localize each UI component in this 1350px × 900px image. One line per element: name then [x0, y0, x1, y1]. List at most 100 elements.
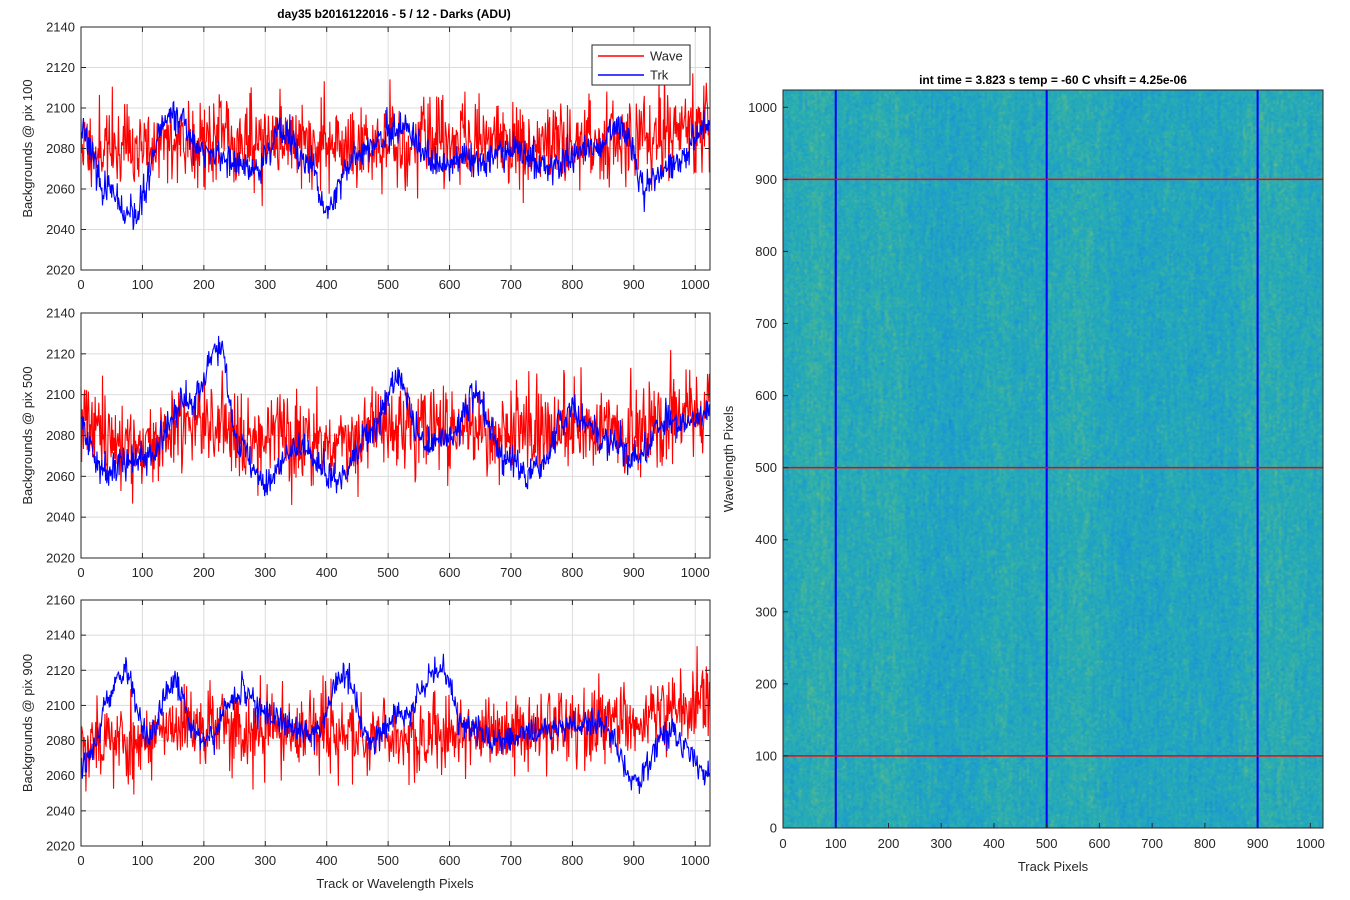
- heatmap-title: int time = 3.823 s temp = -60 C vhsift =…: [919, 73, 1187, 87]
- y-axis-label: Backgrounds @ pix 900: [20, 654, 35, 792]
- y-tick-label: 600: [755, 388, 777, 403]
- x-axis-label: Track or Wavelength Pixels: [316, 876, 474, 891]
- x-tick-label: 0: [77, 565, 84, 580]
- x-tick-label: 600: [439, 853, 461, 868]
- legend-label-trk: Trk: [650, 68, 669, 83]
- legend-box: [591, 44, 691, 86]
- x-tick-label: 400: [316, 853, 338, 868]
- y-tick-label: 2020: [46, 263, 75, 278]
- y-tick-label: 2100: [46, 698, 75, 713]
- line-panel-pix-500: 0 100 200 300 400 500 600 700 800 900 1000 2020 2040…: [20, 306, 711, 580]
- y-tick-label: 800: [755, 244, 777, 259]
- y-tick-label: 2100: [46, 387, 75, 402]
- x-tick-label: 0: [77, 853, 84, 868]
- x-tick-label: 0: [77, 277, 84, 292]
- y-tick-label: 2040: [46, 803, 75, 818]
- x-tick-label: 400: [316, 565, 338, 580]
- y-tick-label: 2120: [46, 346, 75, 361]
- y-tick-label: 2140: [46, 306, 75, 321]
- x-tick-label: 300: [254, 565, 276, 580]
- y-axis-label: Backgrounds @ pix 100: [20, 79, 35, 217]
- series-group: [80, 335, 710, 506]
- x-tick-label: 300: [930, 836, 952, 851]
- tick-labels: 0 100 200 300 400 500 600 700 800 900 1000 2020 2040…: [46, 20, 710, 292]
- x-tick-label: 200: [193, 853, 215, 868]
- line-panel-pix-900: 0 100 200 300 400 500 600 700 800 900 1000 2020 2040…: [20, 593, 711, 891]
- x-tick-label: 800: [562, 277, 584, 292]
- x-tick-label: 500: [377, 277, 399, 292]
- x-tick-label: 800: [562, 565, 584, 580]
- x-tick-label: 300: [254, 277, 276, 292]
- x-tick-label: 900: [623, 853, 645, 868]
- x-tick-label: 200: [878, 836, 900, 851]
- y-tick-label: 500: [755, 460, 777, 475]
- series-group: [80, 61, 710, 231]
- y-tick-label: 2060: [46, 182, 75, 197]
- y-tick-label: 2020: [46, 551, 75, 566]
- legend-label-wave: Wave: [650, 49, 683, 64]
- x-tick-label: 600: [439, 565, 461, 580]
- y-tick-label: 2040: [46, 222, 75, 237]
- x-tick-label: 800: [1194, 836, 1216, 851]
- x-tick-label: 900: [623, 565, 645, 580]
- y-tick-label: 200: [755, 676, 777, 691]
- x-tick-label: 1000: [681, 565, 710, 580]
- marker-lines: [783, 90, 1323, 828]
- y-tick-label: 2120: [46, 60, 75, 75]
- x-tick-label: 200: [193, 277, 215, 292]
- y-tick-label: 400: [755, 532, 777, 547]
- y-tick-label: 2080: [46, 141, 75, 156]
- heatmap-image: [783, 90, 1323, 828]
- x-tick-label: 600: [439, 277, 461, 292]
- x-tick-label: 300: [254, 853, 276, 868]
- y-tick-label: 900: [755, 172, 777, 187]
- y-tick-label: 2060: [46, 768, 75, 783]
- series-group: [80, 646, 710, 795]
- y-tick-label: 2100: [46, 101, 75, 116]
- y-tick-label: 2140: [46, 628, 75, 643]
- x-tick-label: 100: [132, 853, 154, 868]
- x-tick-label: 900: [623, 277, 645, 292]
- x-tick-label: 1000: [681, 853, 710, 868]
- y-tick-label: 2040: [46, 510, 75, 525]
- legend: Wave Trk: [591, 44, 691, 86]
- x-tick-label: 700: [500, 565, 522, 580]
- series-line-wave: [80, 61, 710, 207]
- axes-box: [80, 599, 711, 847]
- y-tick-label: 2020: [46, 839, 75, 854]
- x-tick-label: 500: [377, 565, 399, 580]
- y-axis-label: Backgrounds @ pix 500: [20, 366, 35, 504]
- x-tick-label: 0: [779, 836, 786, 851]
- line-panel-pix-100: 0 100 200 300 400 500 600 700 800 900 1000 2020 2040…: [20, 20, 711, 292]
- y-tick-label: 0: [770, 821, 777, 836]
- y-tick-label: 2120: [46, 663, 75, 678]
- y-tick-label: 2060: [46, 469, 75, 484]
- y-axis-label: Wavelength Pixels: [721, 405, 736, 512]
- y-tick-label: 300: [755, 604, 777, 619]
- y-tick-label: 2140: [46, 20, 75, 35]
- y-tick-label: 2080: [46, 733, 75, 748]
- series-line-trk: [80, 335, 710, 497]
- series-line-wave: [80, 350, 710, 506]
- axes-box: [782, 89, 1324, 829]
- y-tick-label: 2160: [46, 593, 75, 608]
- x-tick-label: 100: [132, 565, 154, 580]
- x-tick-label: 100: [825, 836, 847, 851]
- x-tick-label: 1000: [681, 277, 710, 292]
- x-tick-label: 400: [983, 836, 1005, 851]
- y-tick-label: 100: [755, 748, 777, 763]
- tick-labels: 0 100 200 300 400 500 600 700 800 900 1000 2020 2040…: [46, 306, 710, 580]
- series-line-trk: [80, 100, 710, 231]
- y-tick-label: 2080: [46, 428, 75, 443]
- figure-title: day35 b2016122016 - 5 / 12 - Darks (ADU): [277, 7, 510, 21]
- x-tick-label: 500: [1036, 836, 1058, 851]
- x-axis-label: Track Pixels: [1018, 859, 1089, 874]
- x-tick-label: 600: [1089, 836, 1111, 851]
- x-tick-label: 700: [500, 277, 522, 292]
- x-tick-label: 900: [1247, 836, 1269, 851]
- tick-labels: 0 100 200 300 400 500 600 700 800 900 1000 2020 2040…: [46, 593, 710, 868]
- tick-labels: 0 100 200 300 400 500 600 700 800 900 1000 0 100 200 3…: [748, 100, 1325, 851]
- heatmap-panel: int time = 3.823 s temp = -60 C vhsift =…: [721, 73, 1325, 874]
- x-tick-label: 1000: [1296, 836, 1325, 851]
